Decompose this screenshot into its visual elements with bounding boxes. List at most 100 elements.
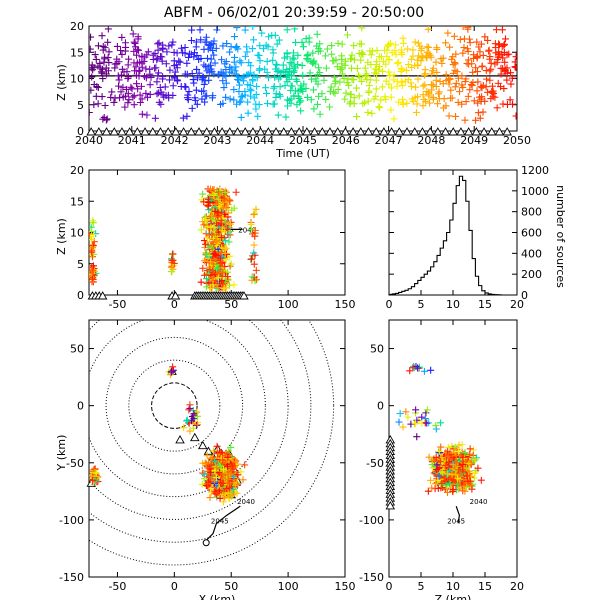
altitude-time-source (341, 57, 349, 65)
altitude-time-source (347, 98, 355, 106)
altitude-time-source (322, 64, 330, 72)
altitude-time-source (108, 88, 116, 96)
altitude-time-source (432, 83, 440, 91)
y-z-view-xlabel: Z (km) (435, 593, 472, 600)
altitude-time-station-marker (101, 127, 112, 136)
altitude-time-source (401, 77, 409, 85)
altitude-time-source (399, 34, 407, 42)
altitude-time-source (347, 55, 355, 63)
altitude-time-source (94, 42, 102, 50)
y-z-view-marks (395, 362, 485, 496)
altitude-x-source (89, 227, 96, 235)
altitude-time-source (177, 83, 185, 91)
altitude-time-station-marker (278, 127, 289, 136)
plan-view-source (201, 459, 209, 467)
y-z-view-ytick-label: 0 (377, 400, 384, 413)
altitude-time-source (315, 64, 323, 72)
altitude-time-source (435, 95, 443, 103)
altitude-time-source (185, 53, 193, 61)
y-z-view-source (453, 459, 461, 467)
altitude-time-source (472, 116, 480, 124)
altitude-x-source (89, 217, 97, 225)
plan-view-source (183, 417, 191, 425)
altitude-time-source (402, 66, 410, 74)
plan-view-range-ring (105, 336, 244, 475)
altitude-time-source (103, 115, 111, 123)
altitude-time-ylabel: Z (km) (55, 64, 68, 101)
plan-view-source (213, 442, 221, 450)
altitude-time-source (376, 62, 384, 70)
altitude-time-source (89, 33, 95, 41)
altitude-time-source (347, 64, 355, 72)
y-z-view-source (456, 469, 464, 477)
altitude-x-source (210, 223, 218, 231)
altitude-time-source (385, 68, 393, 76)
altitude-time-source (306, 69, 314, 77)
altitude-x-source (248, 255, 256, 263)
altitude-x-source (214, 283, 222, 291)
altitude-time-source (461, 116, 469, 124)
altitude-time-source (165, 42, 173, 50)
altitude-time-station-marker (263, 127, 274, 136)
plan-view-source (213, 450, 221, 458)
plan-view-range-ring (89, 320, 289, 520)
altitude-time-source (361, 99, 369, 107)
altitude-time-source (292, 38, 300, 46)
altitude-time-source (94, 84, 102, 92)
altitude-time-source (146, 81, 154, 89)
altitude-time-source (365, 89, 373, 97)
altitude-time-xtick-label: 2047 (375, 134, 403, 147)
altitude-time-station-marker (302, 127, 312, 136)
altitude-time-source (184, 96, 192, 104)
altitude-time-source (171, 73, 179, 81)
altitude-time-source (238, 92, 246, 100)
altitude-time-source (379, 67, 387, 75)
altitude-x-xtick-label: 150 (335, 298, 356, 311)
plan-view-source (204, 480, 212, 488)
altitude-time-source (411, 94, 419, 102)
altitude-time-station-marker (340, 127, 351, 136)
altitude-time-station-marker (363, 127, 374, 136)
altitude-time-source (219, 42, 227, 50)
altitude-time-source (136, 99, 144, 107)
y-z-view-source (432, 453, 440, 461)
altitude-time-source (155, 98, 163, 106)
altitude-time-source (231, 33, 239, 41)
altitude-time-ytick-label: 10 (70, 73, 84, 86)
altitude-time-source (399, 96, 407, 104)
altitude-x-source (199, 190, 207, 198)
altitude-time-source (222, 66, 230, 74)
altitude-time-source (345, 81, 353, 89)
y-z-view-track (455, 505, 461, 524)
altitude-x-source (89, 262, 97, 270)
altitude-time-source (89, 45, 94, 53)
altitude-time-source (375, 66, 383, 74)
altitude-x-source (250, 249, 258, 257)
altitude-time-source (359, 100, 367, 108)
altitude-time-source (233, 43, 241, 51)
altitude-time-source (398, 82, 406, 90)
altitude-time-source (350, 100, 358, 108)
altitude-time-source (275, 36, 283, 44)
altitude-time-source (302, 84, 310, 92)
altitude-time-source (146, 70, 154, 78)
altitude-x-source (221, 237, 229, 245)
altitude-time-source (334, 86, 342, 94)
altitude-time-source (138, 95, 146, 103)
altitude-time-source (244, 81, 252, 89)
altitude-time-source (474, 78, 482, 86)
altitude-time-source (101, 53, 109, 61)
altitude-time-source (135, 72, 143, 80)
altitude-time-source (421, 81, 429, 89)
y-z-view-source (449, 460, 457, 468)
altitude-time-source (207, 41, 215, 49)
altitude-time-source (477, 95, 485, 103)
y-z-view-xtick-label: 15 (478, 580, 492, 593)
altitude-time-source (256, 42, 264, 50)
altitude-time-source (426, 99, 434, 107)
altitude-time-source (459, 49, 467, 57)
plan-view-source (216, 469, 224, 477)
y-z-view-source (454, 474, 462, 482)
altitude-time-source (249, 77, 257, 85)
y-z-view-source (455, 466, 463, 474)
